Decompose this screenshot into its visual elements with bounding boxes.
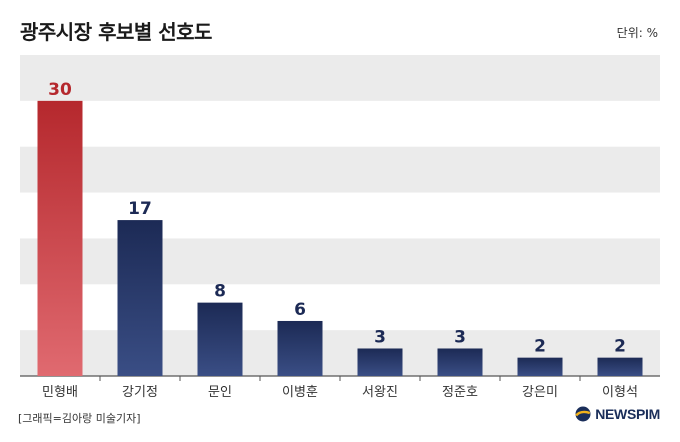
value-label: 3 xyxy=(454,327,466,347)
bar-이병훈 xyxy=(277,320,323,376)
grid-band xyxy=(20,146,660,193)
logo-text: NEWSPIM xyxy=(595,406,660,422)
bar-민형배 xyxy=(37,100,83,376)
category-label: 이병훈 xyxy=(282,385,318,400)
bar-chart: 30 민형배 17 강기정 8 문인 6 이병훈 3 서왕진 3 정준호 2 강은미 2 이형석 xyxy=(20,55,660,400)
value-label: 8 xyxy=(214,282,226,302)
grid-band xyxy=(20,55,660,101)
grid-band xyxy=(20,238,660,285)
category-label: 서왕진 xyxy=(362,385,398,400)
chart-title: 광주시장 후보별 선호도 xyxy=(20,20,212,44)
unit-label: 단위: % xyxy=(616,26,658,40)
bar-강은미 xyxy=(517,357,563,376)
value-label: 2 xyxy=(534,337,546,357)
graphic-credit: [그래픽=김아랑 미술기자] xyxy=(18,412,141,425)
category-label: 정준호 xyxy=(442,385,478,400)
value-label: 2 xyxy=(614,337,626,357)
category-label: 강기정 xyxy=(122,385,158,400)
value-label: 30 xyxy=(48,80,72,100)
grid-band xyxy=(20,330,660,376)
value-label: 17 xyxy=(128,199,152,219)
newspim-logo-icon xyxy=(575,406,591,422)
value-label: 3 xyxy=(374,327,386,347)
bar-정준호 xyxy=(437,348,483,376)
category-label: 민형배 xyxy=(42,385,78,400)
newspim-logo: NEWSPIM xyxy=(575,406,660,422)
category-label: 강은미 xyxy=(522,385,558,400)
value-label: 6 xyxy=(294,300,306,320)
category-label: 문인 xyxy=(208,385,232,400)
bar-강기정 xyxy=(117,220,163,376)
category-label: 이형석 xyxy=(602,385,638,400)
bar-이형석 xyxy=(597,357,643,376)
bar-문인 xyxy=(197,302,243,376)
bar-서왕진 xyxy=(357,348,403,376)
